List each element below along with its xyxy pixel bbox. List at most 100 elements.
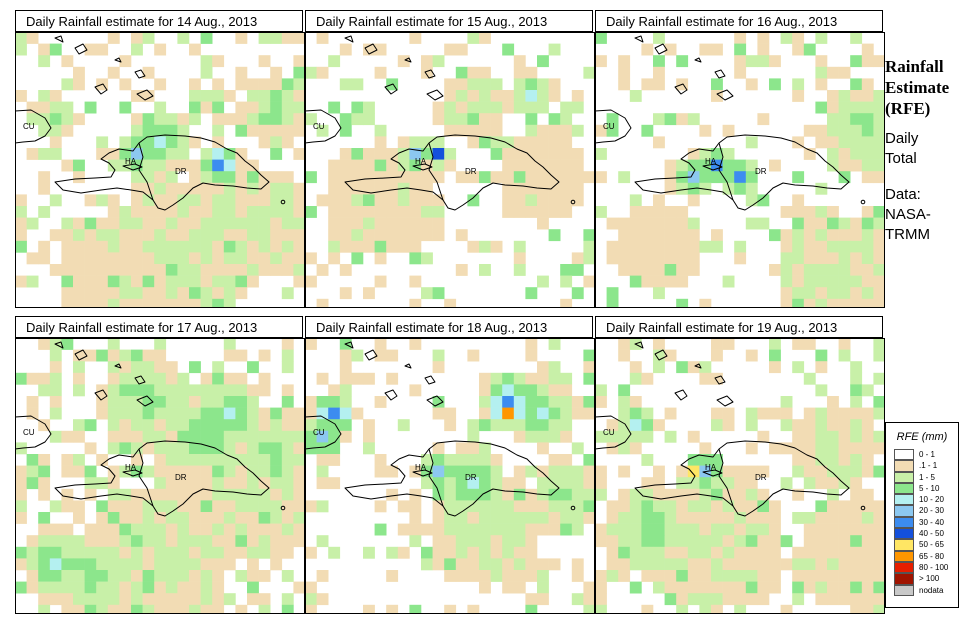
rainfall-cell <box>479 523 491 536</box>
rainfall-cell <box>583 361 595 374</box>
rainfall-cell <box>827 287 839 300</box>
rainfall-cell <box>432 229 445 242</box>
rainfall-cell <box>189 500 201 513</box>
rainfall-cell <box>560 419 573 432</box>
rainfall-cell <box>177 372 190 385</box>
rainfall-cell <box>537 159 549 172</box>
rainfall-cell <box>235 454 248 466</box>
rainfall-cell <box>119 101 132 114</box>
rainfall-cell <box>119 581 132 594</box>
rainfall-cell <box>119 372 132 385</box>
rainfall-cell <box>769 546 781 559</box>
rainfall-cell <box>850 148 863 160</box>
rainfall-cell <box>258 454 271 466</box>
rainfall-cell <box>107 546 120 559</box>
rainfall-cell <box>409 217 422 230</box>
rainfall-cell <box>537 407 549 420</box>
rainfall-cell <box>363 217 375 230</box>
dominican-republic-label: DR <box>755 167 767 176</box>
rainfall-cell <box>537 361 549 374</box>
rainfall-cell <box>177 430 190 443</box>
rainfall-cell <box>722 488 735 501</box>
rainfall-cell <box>73 454 85 466</box>
rainfall-cell <box>258 194 271 207</box>
rainfall-cell <box>339 217 352 230</box>
rainfall-cell <box>629 264 642 276</box>
rainfall-cell <box>96 546 109 559</box>
rainfall-cell <box>827 558 839 571</box>
rainfall-cell <box>687 194 700 207</box>
rainfall-cell <box>107 593 120 606</box>
rainfall-cell <box>154 361 167 374</box>
rainfall-cell <box>200 558 213 571</box>
rainfall-cell <box>873 171 885 184</box>
rainfall-cell <box>73 465 85 478</box>
rainfall-cell <box>247 419 259 432</box>
rainfall-cell <box>757 593 770 606</box>
rainfall-cell <box>189 252 201 265</box>
rainfall-cell <box>247 523 259 536</box>
rainfall-cell <box>664 349 677 362</box>
rainfall-cell <box>467 171 480 184</box>
rainfall-cell <box>131 171 143 184</box>
rainfall-cell <box>270 454 283 466</box>
rainfall-cell <box>281 361 294 374</box>
rainfall-cell <box>421 148 433 160</box>
rainfall-cell <box>548 194 561 207</box>
rainfall-cell <box>212 546 225 559</box>
rainfall-cell <box>177 298 190 308</box>
rainfall-cell <box>792 206 805 218</box>
rainfall-cell <box>26 396 39 408</box>
rainfall-cell <box>397 217 410 230</box>
rainfall-cell <box>421 523 433 536</box>
rainfall-cell <box>223 535 236 548</box>
rainfall-cell <box>467 66 480 79</box>
rainfall-cell <box>15 500 27 513</box>
rainfall-cell <box>537 78 549 91</box>
rainfall-cell <box>247 229 259 242</box>
rainfall-cell <box>815 407 828 420</box>
rainfall-cell <box>641 570 654 582</box>
rainfall-cell <box>861 593 874 606</box>
rainfall-cell <box>873 113 885 126</box>
rainfall-cell <box>212 264 225 276</box>
rainfall-cell <box>803 430 816 443</box>
rainfall-cell <box>467 500 480 513</box>
rainfall-cell <box>722 570 735 582</box>
rainfall-cell <box>711 229 723 242</box>
rainfall-cell <box>38 535 51 548</box>
rainfall-cell <box>270 264 283 276</box>
rainfall-cell <box>873 240 885 253</box>
rainfall-cell <box>873 159 885 172</box>
rainfall-cell <box>583 512 595 524</box>
rainfall-cell <box>815 442 828 455</box>
rainfall-cell <box>73 581 85 594</box>
rainfall-cell <box>177 500 190 513</box>
island-outline <box>404 57 412 63</box>
rainfall-cell <box>571 442 584 455</box>
rainfall-cell <box>815 136 828 149</box>
rainfall-cell <box>560 113 573 126</box>
rainfall-cell <box>131 535 143 548</box>
rainfall-cell <box>61 287 74 300</box>
rainfall-cell <box>61 523 74 536</box>
rainfall-cell <box>235 229 248 242</box>
rainfall-cell <box>653 66 665 79</box>
rainfall-cell <box>142 535 155 548</box>
rainfall-cell <box>548 338 561 350</box>
rainfall-cell <box>131 384 143 397</box>
rainfall-cell <box>618 229 631 242</box>
rainfall-cell <box>827 570 839 582</box>
rainfall-cell <box>560 298 573 308</box>
rainfall-cell <box>49 593 62 606</box>
rainfall-cell <box>142 558 155 571</box>
rainfall-cell <box>84 570 97 582</box>
rainfall-cell <box>873 298 885 308</box>
rainfall-cell <box>444 407 457 420</box>
rainfall-cell <box>374 240 387 253</box>
rainfall-cell <box>119 500 132 513</box>
gonave-island-outline <box>412 163 433 171</box>
rainfall-cell <box>722 512 735 524</box>
rainfall-cell <box>629 581 642 594</box>
